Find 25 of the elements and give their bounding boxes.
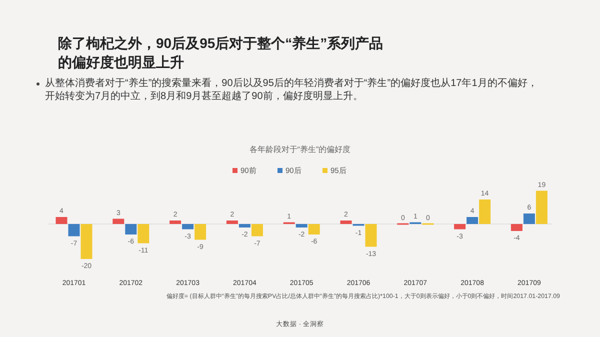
bar bbox=[56, 217, 68, 224]
bar bbox=[182, 224, 194, 230]
bar bbox=[308, 224, 320, 234]
bar bbox=[523, 214, 535, 224]
bar bbox=[194, 224, 206, 240]
bar bbox=[340, 220, 352, 224]
chart-subtitle: 各年龄段对于“养生”的偏好度 bbox=[249, 145, 351, 154]
bar bbox=[251, 224, 263, 236]
bar bbox=[138, 224, 150, 244]
bar bbox=[80, 224, 92, 259]
bar bbox=[226, 220, 238, 224]
bar bbox=[510, 224, 522, 231]
bar bbox=[238, 224, 250, 228]
bar bbox=[296, 224, 308, 228]
bar bbox=[68, 224, 80, 236]
chart-title: 除了枸杞之外，90后及95后对于整个“养生”系列产品的偏好度也明显上升 bbox=[58, 34, 384, 72]
bar bbox=[112, 218, 124, 224]
bar bbox=[479, 200, 491, 224]
bar bbox=[466, 217, 478, 224]
bar bbox=[536, 190, 548, 224]
bar bbox=[170, 220, 182, 224]
bar bbox=[454, 224, 466, 230]
bar bbox=[365, 224, 377, 247]
text: 从整体消费者对于“养生”的搜索量来看，90后以及95后的年轻消费者对于“养生”的偏好度也从17年1月的不偏好，开始转变为7月的中立，到8月和9月甚至超越了90前，偏好度明显上升。 bbox=[45, 77, 538, 103]
bar bbox=[125, 224, 137, 234]
